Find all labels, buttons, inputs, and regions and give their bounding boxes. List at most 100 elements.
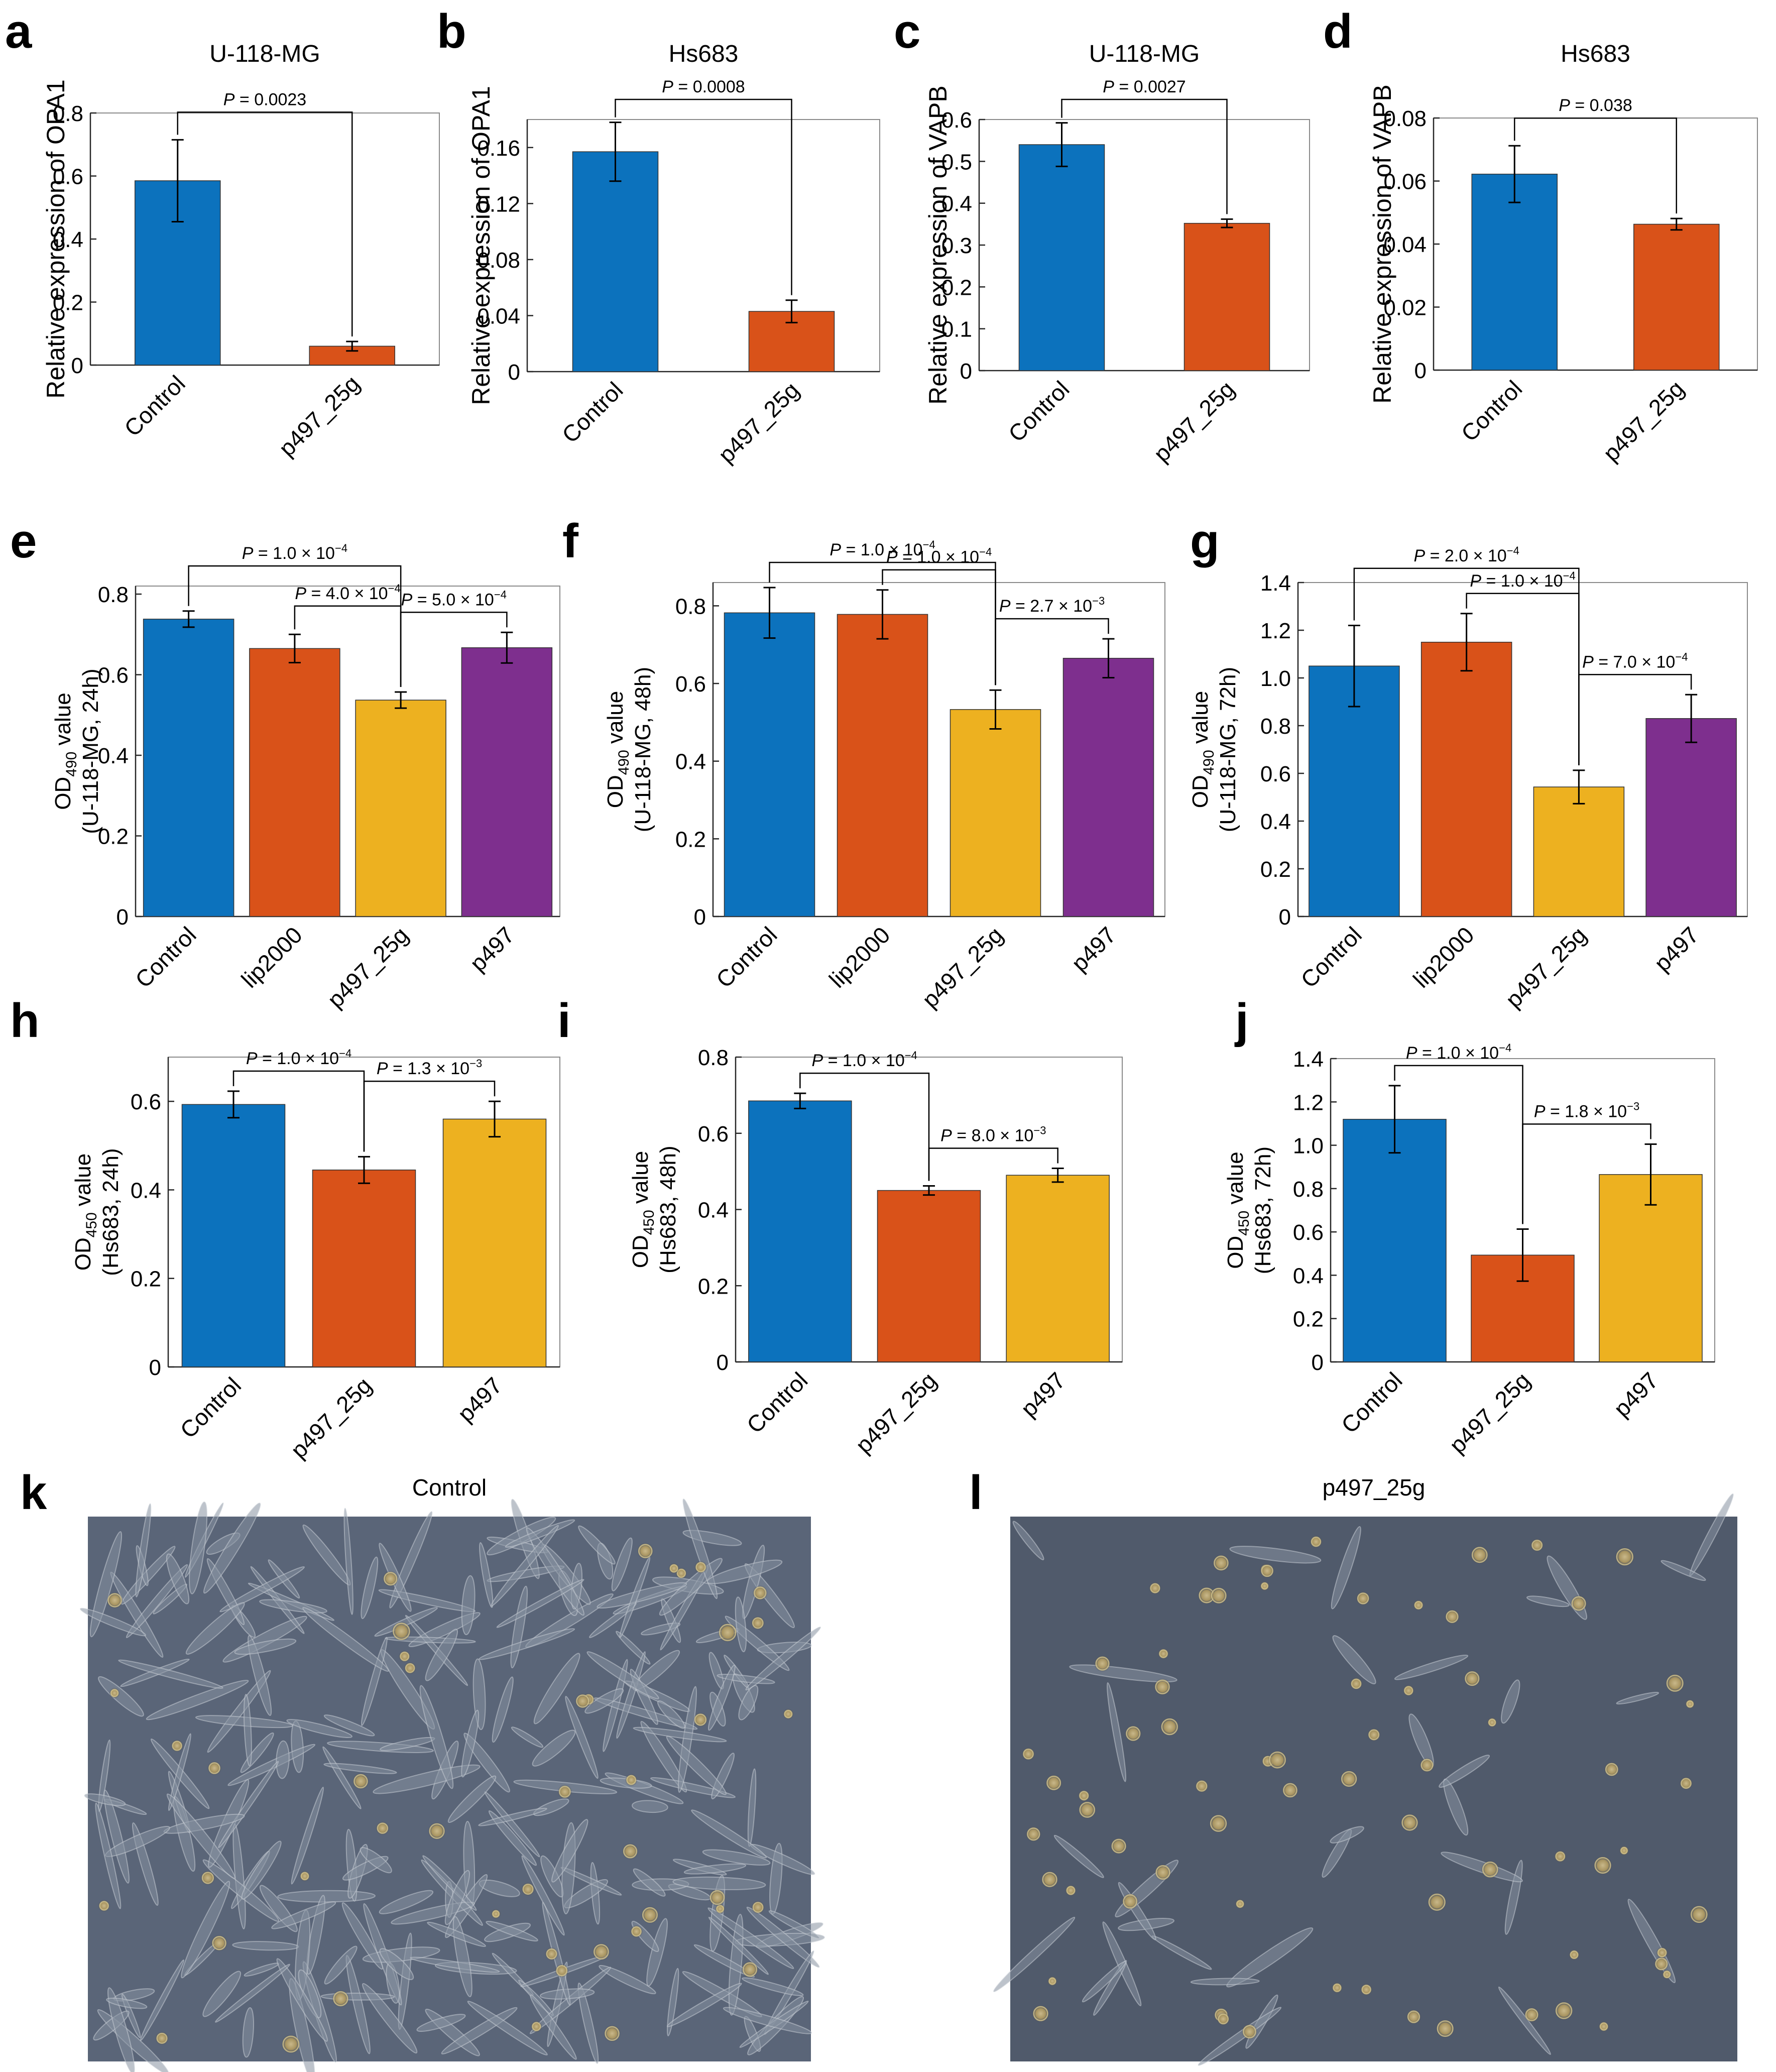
p-value-exponent: −3	[1033, 1124, 1046, 1137]
round-cell	[1404, 1686, 1413, 1695]
spindle-cell	[166, 1793, 235, 1879]
spindle-cell	[1229, 1546, 1322, 1564]
spindle-cell	[584, 1688, 624, 1714]
p-value-exponent: −4	[388, 582, 401, 595]
y-tick-label: 0.4	[53, 227, 83, 252]
x-tick-label: lip2000	[1408, 922, 1479, 993]
x-tick-label: p497_25g	[917, 922, 1008, 1012]
round-cell	[1126, 1726, 1141, 1741]
spindle-cell	[533, 1653, 580, 1724]
round-cell	[1046, 1775, 1061, 1790]
p-value-label: P = 2.0 × 10−4	[1413, 544, 1519, 565]
p-value-number: = 1.0 × 10	[846, 540, 922, 559]
y-tick-label: 0.6	[131, 1090, 161, 1114]
y-axis-label: OD450 value	[71, 1154, 100, 1271]
y-tick-label: 0.5	[941, 150, 972, 174]
panel-letter: h	[10, 994, 40, 1048]
p-symbol: P	[242, 544, 254, 563]
spindle-cell	[242, 2007, 255, 2058]
panel-letter: f	[562, 514, 579, 568]
x-tick-label: Control	[130, 922, 201, 993]
spindle-cell	[586, 1651, 659, 1699]
p-value-label: P = 1.0 × 10−4	[886, 546, 992, 567]
y-tick-label: 0	[694, 905, 706, 930]
spindle-cell	[277, 1890, 376, 1903]
panel-letter: k	[20, 1466, 47, 1520]
p-value-number: = 0.0027	[1119, 77, 1186, 96]
p-value-exponent: −4	[494, 588, 507, 601]
round-cell	[1531, 1540, 1543, 1551]
spindle-cell	[491, 1525, 559, 1607]
round-cell	[1211, 1587, 1227, 1603]
round-cell	[556, 1965, 568, 1977]
round-cell	[638, 1544, 653, 1558]
x-tick-label: lip2000	[236, 922, 307, 993]
round-cell	[1465, 1671, 1480, 1686]
y-axis-label-value: value	[71, 1154, 95, 1212]
spindle-cell	[492, 1676, 514, 1743]
spindle-cell	[1439, 1755, 1490, 1788]
y-tick-label: 0.8	[675, 594, 706, 619]
y-tick-label: 1.4	[1293, 1047, 1324, 1072]
round-cell	[1042, 1872, 1057, 1887]
y-tick-label: 0.4	[675, 750, 706, 774]
spindle-cell	[202, 1971, 242, 2017]
round-cell	[1357, 1592, 1369, 1604]
p-value-text	[1570, 96, 1575, 115]
spindle-cell	[362, 1983, 418, 2054]
spindle-cell	[1093, 1960, 1127, 2016]
spindle-cell	[98, 1676, 144, 1717]
p-value-label: P = 1.0 × 10−4	[830, 538, 935, 559]
round-cell	[1161, 1718, 1178, 1736]
spindle-cell	[234, 1638, 297, 1655]
round-cell	[1123, 1894, 1137, 1909]
round-cell-halo	[1212, 1554, 1230, 1572]
y-tick-label: 1.2	[1260, 619, 1291, 643]
round-cell	[559, 1786, 571, 1798]
p-value-label: P = 0.0023	[223, 90, 306, 109]
spindle-cell	[467, 2001, 548, 2056]
round-cell	[631, 1926, 642, 1937]
y-tick-label: 0.6	[675, 672, 706, 697]
spindle-cell	[1198, 2007, 1282, 2066]
round-cell	[405, 1663, 415, 1673]
round-cell	[1488, 1718, 1496, 1726]
spindle-cell	[1106, 1682, 1127, 1782]
p-symbol: P	[1413, 546, 1425, 565]
significance-bracket	[799, 1072, 930, 1181]
p-value-exponent: −4	[979, 546, 992, 558]
y-tick-label: 0	[1312, 1350, 1324, 1375]
chart-title: U-118-MG	[209, 41, 320, 67]
spindle-cell	[611, 1537, 633, 1591]
p-value-exponent: −3	[1092, 595, 1105, 607]
bar-control	[724, 612, 815, 917]
p-value-text	[1481, 571, 1486, 591]
y-tick-label: 0.08	[477, 248, 520, 273]
p-symbol: P	[401, 590, 413, 609]
p-value-label: P = 7.0 × 10−4	[1582, 650, 1688, 671]
y-tick-label: 0	[717, 1350, 729, 1375]
spindle-cell	[479, 1542, 494, 1608]
spindle-cell	[276, 1740, 290, 1779]
round-cell	[743, 1962, 758, 1977]
p-value-label: P = 4.0 × 10−4	[295, 582, 400, 603]
spindle-cell	[419, 1685, 454, 1789]
x-tick-label: Control	[119, 370, 190, 441]
micrograph-panel-k: k Control	[20, 1466, 825, 2072]
p-value-number: = 4.0 × 10	[311, 584, 388, 603]
round-cell	[353, 1774, 368, 1789]
p-value-label: P = 2.7 × 10−3	[999, 595, 1105, 616]
significance-bracket	[1578, 674, 1692, 765]
round-cell-halo	[1689, 1904, 1709, 1924]
significance-bracket	[995, 618, 1109, 685]
round-cell	[623, 1844, 638, 1859]
round-cell	[1594, 1857, 1611, 1874]
x-tick-label: p497	[1016, 1367, 1071, 1422]
spindle-cell	[361, 1556, 379, 1620]
round-cell	[1446, 1610, 1459, 1623]
round-cell	[626, 1775, 637, 1785]
spindle-cell	[271, 1901, 336, 1929]
y-axis-label-subscript: 490	[616, 750, 632, 775]
bar-control	[1309, 665, 1400, 917]
